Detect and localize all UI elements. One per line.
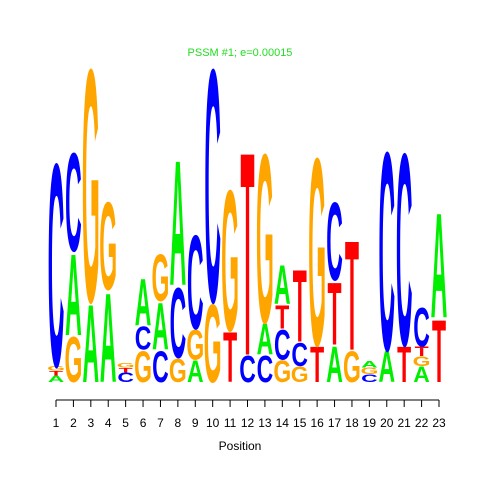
x-tick-label: 19 — [363, 416, 377, 430]
logo-letter: C — [239, 348, 256, 390]
logo-letter: A — [326, 337, 343, 394]
logo-letter: G — [152, 241, 170, 316]
logo-letter: A — [83, 282, 100, 407]
logo-letter: A — [378, 342, 395, 392]
logo-letter: T — [345, 208, 359, 383]
x-tick-label: 17 — [328, 416, 342, 430]
logo-letter: T — [328, 264, 342, 364]
logo-letter: T — [415, 344, 430, 359]
x-tick-label: 11 — [224, 416, 237, 430]
logo-letter: C — [117, 370, 134, 385]
logo-letter: G — [308, 104, 326, 403]
logo-letter: C — [65, 125, 82, 281]
logo-letter: C — [361, 372, 378, 384]
x-tick-label: 14 — [276, 416, 290, 430]
logo-letter: A — [274, 255, 291, 318]
logo-letter: T — [310, 337, 324, 394]
logo-letter: C — [378, 93, 395, 410]
x-tick-label: 15 — [293, 416, 307, 430]
logo-letter: A — [170, 125, 187, 324]
x-tick-label: 16 — [310, 416, 324, 430]
x-tick-label: 5 — [122, 416, 129, 430]
logo-letter: C — [326, 180, 343, 305]
x-tick-label: 13 — [258, 416, 272, 430]
x-tick-label: 1 — [53, 416, 60, 430]
logo-letter: C — [48, 102, 65, 428]
logo-letter: G — [221, 149, 239, 374]
x-tick-label: 10 — [206, 416, 220, 430]
logo-letter: C — [413, 297, 430, 360]
logo-letter: G — [99, 178, 117, 317]
logo-letter: C — [135, 320, 152, 357]
logo-letter: T — [397, 337, 411, 394]
logo-letter: T — [275, 299, 289, 336]
logo-letter: G — [47, 365, 65, 373]
logo-letter: G — [291, 361, 309, 387]
logo-letter: G — [256, 105, 274, 374]
logo-letter: G — [64, 325, 82, 397]
logo-letter: C — [274, 322, 291, 369]
logo-letter: G — [273, 354, 291, 389]
logo-letter: C — [204, 0, 221, 372]
logo-letter: G — [186, 322, 204, 369]
logo-letter: C — [291, 337, 308, 374]
x-tick-label: 21 — [398, 416, 412, 430]
logo-letter: T — [49, 370, 64, 378]
logo-letter: G — [204, 282, 222, 407]
logo-letter: T — [240, 91, 254, 417]
x-tick-label: 8 — [175, 416, 182, 430]
logo-letter: T — [223, 319, 237, 398]
logo-letter: C — [257, 348, 274, 390]
logo-letter: A — [187, 354, 204, 389]
x-tick-label: 2 — [70, 416, 77, 430]
logo-letter: A — [65, 230, 82, 360]
logo-letter: G — [360, 366, 378, 376]
logo-letter: C — [187, 209, 204, 358]
logo-letter: A — [100, 268, 117, 410]
x-tick-label: 7 — [157, 416, 164, 430]
x-tick-label: 3 — [87, 416, 94, 430]
logo-letter: A — [431, 182, 448, 350]
x-tick-label: 4 — [105, 416, 112, 430]
logo-letter: A — [152, 289, 169, 364]
logo-letter: A — [135, 265, 152, 340]
x-tick-label: 6 — [140, 416, 147, 430]
x-tick-label: 22 — [415, 416, 429, 430]
logo-letter: T — [293, 249, 307, 364]
logo-letter: C — [396, 97, 413, 404]
logo-letter: T — [119, 366, 134, 374]
chart-title: PSSM #1; e=0.00015 — [188, 47, 293, 59]
x-tick-label: 18 — [345, 416, 359, 430]
x-tick-label: 20 — [380, 416, 394, 430]
logo-letter: G — [82, 0, 100, 372]
logo-letter: A — [48, 374, 65, 384]
logo-letter: C — [152, 342, 169, 392]
logo-letter: G — [117, 361, 135, 369]
logo-letter: A — [413, 361, 430, 387]
logo-letter: C — [170, 268, 187, 380]
x-tick-label: 23 — [432, 416, 446, 430]
logo-letter: G — [169, 353, 187, 390]
logo-letter: A — [361, 359, 378, 369]
logo-letter: G — [413, 354, 431, 369]
logo-letter: G — [134, 342, 152, 392]
x-tick-label: 9 — [192, 416, 199, 430]
x-axis-label: Position — [219, 439, 262, 453]
logo-letter: G — [343, 342, 361, 392]
logo-letter: A — [257, 314, 274, 364]
logo-letter: T — [432, 301, 446, 401]
x-tick-label: 12 — [241, 416, 255, 430]
